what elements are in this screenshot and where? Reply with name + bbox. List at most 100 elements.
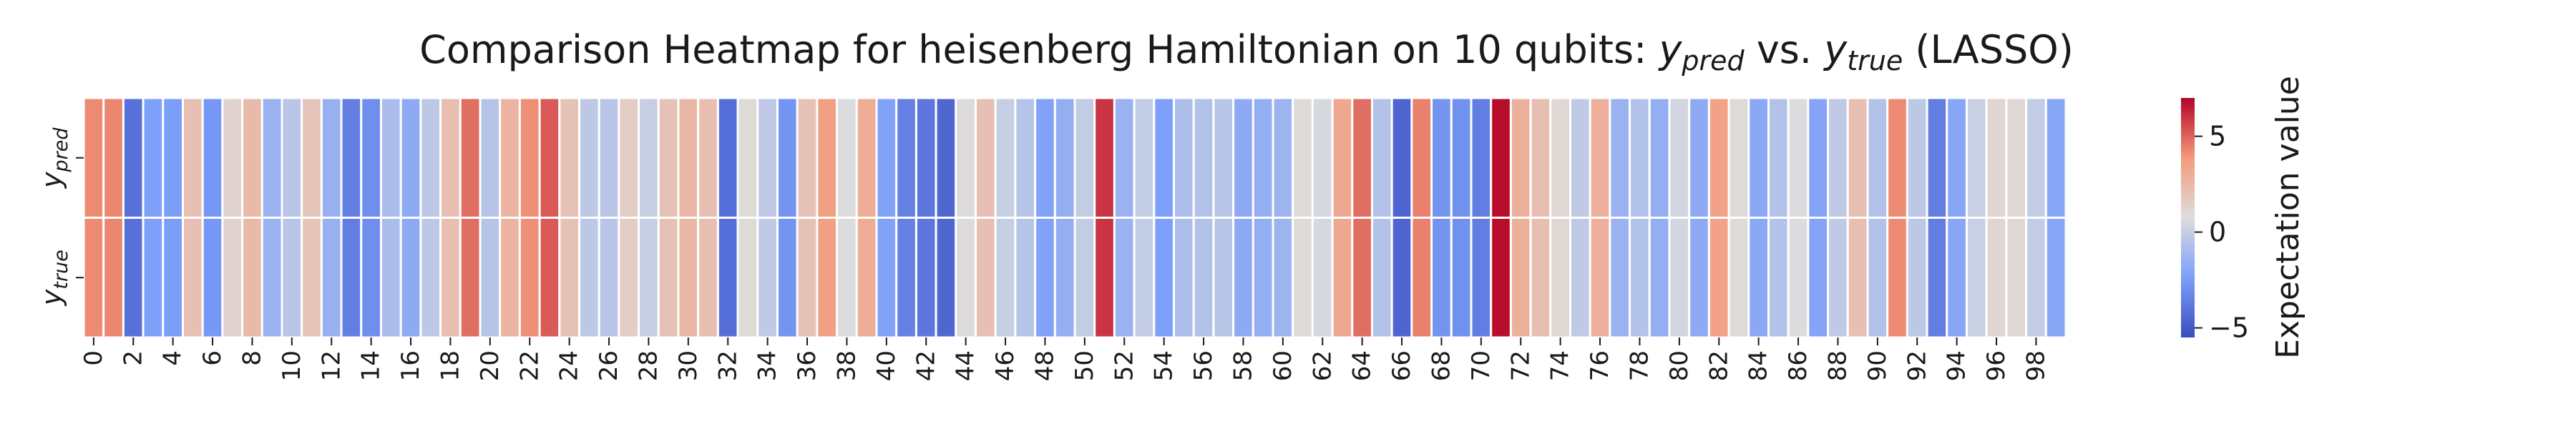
heatmap-cell [756, 217, 779, 339]
heatmap-cell [1133, 97, 1156, 219]
heatmap-cell [1390, 217, 1413, 339]
heatmap-cell [538, 97, 561, 219]
x-tick-label: 78 [1625, 350, 1654, 381]
x-tick-label: 76 [1586, 350, 1614, 381]
heatmap-cell [2044, 97, 2067, 219]
x-tick-label: 62 [1308, 350, 1337, 381]
x-tick-label: 20 [476, 350, 504, 381]
x-tick-label: 52 [1110, 350, 1138, 381]
heatmap-cell [1549, 97, 1572, 219]
heatmap-cell [697, 97, 719, 219]
heatmap-cell [875, 217, 898, 339]
heatmap-cell [1311, 217, 1334, 339]
heatmap-cell [955, 217, 977, 339]
heatmap-cell [1232, 97, 1254, 219]
heatmap-cell [538, 217, 561, 339]
heatmap-cell [2044, 217, 2067, 339]
heatmap-cell [1133, 217, 1156, 339]
heatmap-cell [162, 97, 185, 219]
heatmap-cell [895, 217, 917, 339]
heatmap-cell [1529, 97, 1552, 219]
heatmap-cell [1034, 217, 1056, 339]
heatmap-cell [618, 97, 640, 219]
heatmap-cell [776, 217, 799, 339]
heatmap-cell [1629, 97, 1651, 219]
heatmap-cell [1173, 97, 1195, 219]
heatmap-cell [975, 97, 997, 219]
x-tick-label: 2 [119, 350, 147, 366]
heatmap-cell [1926, 97, 1948, 219]
heatmap-cell [142, 97, 165, 219]
heatmap-cell [1966, 97, 1988, 219]
heatmap-cell [855, 217, 878, 339]
heatmap-cell [935, 97, 957, 219]
x-tick-label: 48 [1030, 350, 1059, 381]
x-tick-label: 68 [1427, 350, 1455, 381]
colorbar-strip [2181, 98, 2195, 337]
heatmap-cell [1470, 97, 1493, 219]
heatmap-cell [340, 217, 363, 339]
heatmap-cell [1034, 97, 1056, 219]
colorbar-label: Expectation value [2270, 76, 2306, 359]
heatmap-cell [1707, 217, 1730, 339]
x-tick-label: 80 [1665, 350, 1694, 381]
heatmap-cell [1410, 97, 1433, 219]
heatmap-cell [1946, 217, 1968, 339]
heatmap-cell [82, 97, 105, 219]
heatmap-cell [955, 97, 977, 219]
heatmap-cell [1846, 97, 1869, 219]
heatmap-cell [994, 217, 1017, 339]
heatmap-cell [1906, 217, 1928, 339]
x-tick-label: 10 [278, 350, 306, 381]
heatmap-cell [1609, 97, 1631, 219]
heatmap-cell [459, 217, 482, 339]
heatmap-cell [1053, 97, 1076, 219]
heatmap-cell [1232, 217, 1254, 339]
x-tick-label: 50 [1070, 350, 1099, 381]
x-tick-label: 24 [555, 350, 584, 381]
heatmap-cell [578, 97, 600, 219]
x-tick-label: 4 [159, 350, 187, 366]
heatmap-cell [459, 97, 482, 219]
heatmap-cell [736, 97, 759, 219]
heatmap-cell [1212, 217, 1235, 339]
heatmap-cell [1272, 217, 1294, 339]
x-tick-label: 26 [595, 350, 623, 381]
x-tick-label: 6 [198, 350, 227, 366]
heatmap-cell [1966, 217, 1988, 339]
heatmap-cell [618, 217, 640, 339]
y-axis: ypred ytrue [36, 127, 84, 306]
heatmap-cell [796, 217, 819, 339]
heatmap-cell [1549, 217, 1572, 339]
heatmap-cell [578, 217, 600, 339]
heatmap-cell [1589, 217, 1611, 339]
heatmap-cell [1192, 97, 1215, 219]
heatmap-cell [994, 97, 1017, 219]
heatmap-cell [558, 217, 580, 339]
x-tick-label: 28 [634, 350, 663, 381]
heatmap-cell [1807, 217, 1830, 339]
heatmap-cell [1450, 97, 1473, 219]
heatmap-cell [2005, 97, 2028, 219]
x-tick-label: 0 [79, 350, 108, 366]
heatmap-cell [716, 97, 739, 219]
heatmap-cell [122, 217, 145, 339]
heatmap-cell [1490, 97, 1512, 219]
heatmap-cell [142, 217, 165, 339]
heatmap-cell [1727, 217, 1750, 339]
heatmap-cell [638, 217, 660, 339]
heatmap-cell [736, 217, 759, 339]
x-tick-label: 42 [912, 350, 940, 381]
heatmap-cell [1688, 97, 1710, 219]
x-tick-label: 32 [713, 350, 742, 381]
heatmap-cell [1589, 97, 1611, 219]
heatmap-cell [439, 217, 462, 339]
x-tick-label: 96 [1982, 350, 2011, 381]
heatmap-cell [558, 97, 580, 219]
heatmap-cell [479, 217, 502, 339]
x-tick-label: 94 [1943, 350, 1971, 381]
heatmap-cell [82, 217, 105, 339]
heatmap-cell [1569, 97, 1591, 219]
heatmap-cell [1707, 97, 1730, 219]
heatmap-cell [1093, 97, 1116, 219]
